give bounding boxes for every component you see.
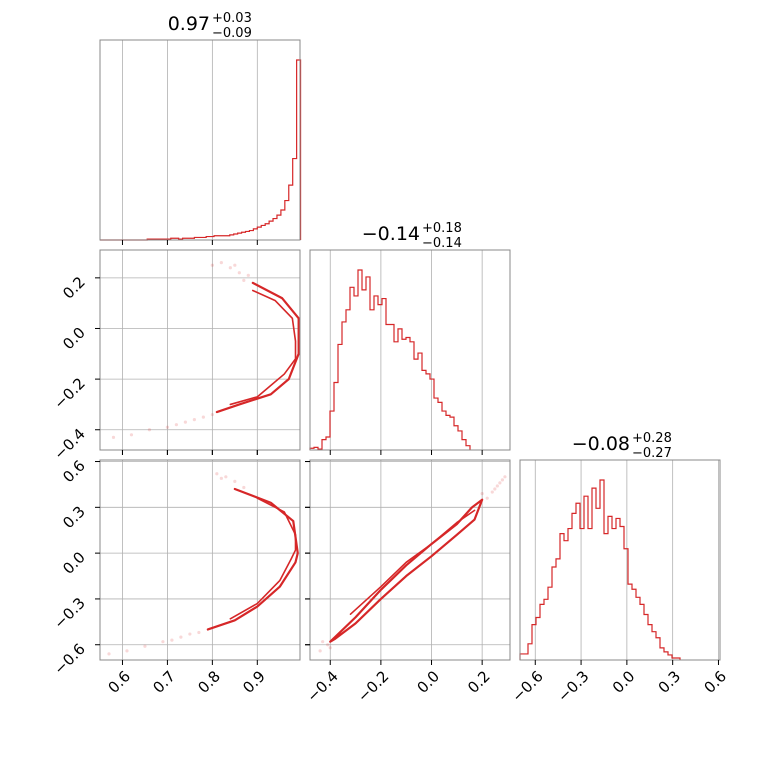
- scatter-point: [490, 490, 494, 494]
- x-tick-label: −0.6: [508, 667, 546, 705]
- scatter-point: [326, 643, 330, 647]
- scatter-point: [161, 640, 165, 644]
- y-tick-label: −0.2: [50, 374, 88, 412]
- scatter-point: [210, 263, 214, 267]
- scatter-point: [174, 423, 179, 427]
- y-tick-label: 0.2: [59, 273, 89, 303]
- title-plus: +0.03: [212, 11, 252, 26]
- scatter-point: [318, 649, 322, 653]
- y-tick-label: 0.0: [59, 324, 89, 354]
- x-tick-label: 0.9: [239, 667, 269, 697]
- scatter-point: [170, 638, 174, 642]
- scatter-point: [500, 478, 505, 482]
- histogram-2: [519, 479, 681, 660]
- scatter-point: [485, 496, 489, 500]
- x-tick-label: −0.3: [554, 667, 592, 705]
- title-median: −0.08: [572, 433, 630, 455]
- panel-frame: [309, 459, 511, 661]
- x-tick-label: −0.4: [303, 667, 341, 705]
- scatter-point: [179, 635, 183, 639]
- scatter-point: [246, 273, 250, 277]
- y-tick-label: −0.3: [50, 594, 88, 632]
- panel-title-0: 0.97 +0.03−0.09: [168, 11, 252, 41]
- scatter-point: [188, 632, 192, 636]
- scatter-point: [224, 475, 228, 479]
- y-tick-label: −0.4: [50, 425, 88, 463]
- scatter-point: [125, 649, 129, 653]
- scatter-point: [129, 433, 134, 437]
- scatter-point: [219, 261, 223, 265]
- scatter-point: [328, 646, 332, 650]
- scatter-point: [192, 418, 196, 422]
- scatter-point: [233, 263, 237, 267]
- scatter-point: [321, 640, 325, 644]
- title-plus: +0.28: [632, 431, 672, 446]
- scatter-point: [503, 475, 507, 479]
- contour-outer: [215, 281, 300, 414]
- scatter-point: [111, 435, 116, 439]
- title-minus: −0.27: [632, 446, 672, 461]
- x-tick-label: 0.0: [609, 667, 639, 697]
- scatter-point: [495, 484, 499, 488]
- scatter-point: [242, 485, 246, 490]
- y-tick-label: −0.6: [50, 640, 88, 678]
- x-tick-label: 0.3: [655, 667, 685, 697]
- scatter-point: [233, 479, 237, 483]
- scatter-point: [107, 652, 111, 656]
- contour-outer: [329, 498, 484, 643]
- scatter-point: [201, 415, 205, 419]
- panel-2-0: [100, 460, 300, 660]
- panel-2-2: [519, 460, 719, 660]
- histogram-1: [309, 269, 471, 450]
- x-tick-label: 0.2: [464, 667, 494, 697]
- x-tick-label: 0.7: [149, 667, 179, 697]
- contour-inner: [229, 497, 297, 620]
- x-tick-label: −0.2: [354, 667, 392, 705]
- scatter-point: [210, 412, 214, 417]
- scatter-point: [219, 476, 223, 480]
- scatter-point: [237, 271, 241, 275]
- title-median: 0.97: [168, 13, 210, 35]
- scatter-point: [183, 420, 187, 424]
- panel-title-2: −0.08 +0.28−0.27: [572, 431, 672, 461]
- scatter-point: [165, 425, 170, 429]
- scatter-point: [143, 644, 147, 648]
- scatter-point: [493, 487, 497, 491]
- panel-frame: [99, 39, 301, 241]
- scatter-point: [147, 428, 152, 432]
- panel-frame: [99, 249, 301, 451]
- histogram-0: [100, 59, 302, 241]
- x-tick-label: 0.6: [104, 667, 134, 697]
- scatter-point: [498, 481, 502, 485]
- title-median: −0.14: [362, 223, 420, 245]
- title-minus: −0.09: [212, 26, 252, 41]
- scatter-point: [480, 491, 484, 496]
- x-tick-label: 0.8: [194, 667, 224, 697]
- x-tick-label: 0.6: [700, 667, 730, 697]
- panel-2-1: [310, 460, 510, 660]
- contour-inner: [349, 509, 476, 615]
- panel-frame: [519, 459, 721, 661]
- panel-1-1: [309, 250, 483, 450]
- panel-title-1: −0.14 +0.18−0.14: [362, 221, 462, 251]
- scatter-point: [242, 278, 246, 282]
- contour-inner: [229, 289, 297, 406]
- x-tick-label: 0.0: [413, 667, 443, 697]
- title-plus: +0.18: [422, 221, 462, 236]
- scatter-point: [228, 266, 232, 270]
- panel-frame: [309, 249, 511, 451]
- scatter-point: [197, 630, 201, 635]
- scatter-point: [215, 472, 219, 476]
- title-minus: −0.14: [422, 236, 462, 251]
- panel-1-0: [100, 250, 300, 450]
- panel-frame: [99, 459, 301, 661]
- y-tick-label: 0.0: [59, 548, 89, 578]
- y-tick-label: 0.3: [59, 502, 89, 532]
- contour-outer: [206, 487, 299, 631]
- panel-0-0: [100, 40, 302, 241]
